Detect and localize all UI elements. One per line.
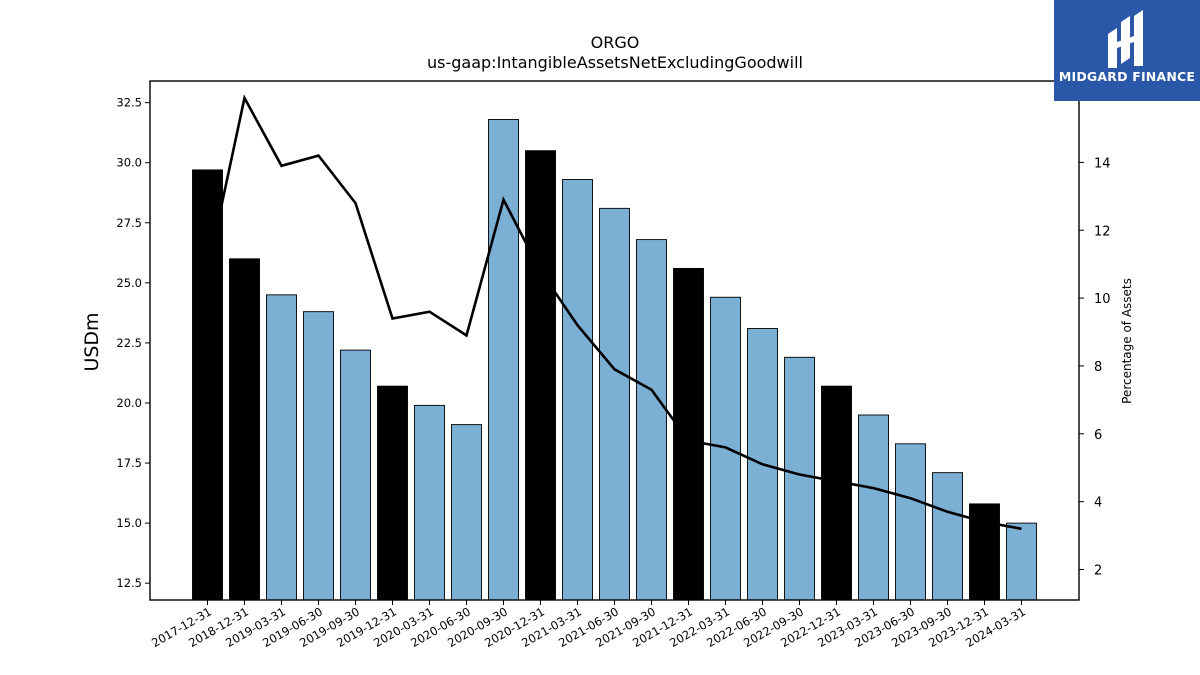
bar-2021-09-30 (636, 239, 667, 601)
y-tick-label: 12.5 (116, 576, 142, 590)
bar-2021-03-31 (562, 179, 593, 601)
y2-tick-label: 8 (1094, 360, 1102, 375)
y2-tick-label: 14 (1094, 156, 1111, 171)
y2-axis-ticks: 2 4 6 8 10 12 14 (1079, 156, 1111, 578)
bar-2023-06-30 (895, 443, 926, 601)
bar-2021-12-31 (673, 267, 704, 601)
midgard-logo-icon (1108, 10, 1143, 68)
bar-2017-12-31 (192, 169, 223, 601)
chart-title: ORGO (591, 33, 640, 52)
y-tick-label: 15.0 (116, 516, 142, 530)
bar-2020-09-30 (488, 118, 519, 601)
y-tick-label: 32.5 (116, 96, 142, 110)
bar-group (192, 118, 1037, 601)
bar-2023-03-31 (858, 414, 889, 601)
bar-2019-09-30 (340, 349, 371, 601)
y-tick-label: 20.0 (116, 396, 142, 410)
y2-axis-label: Percentage of Assets (1120, 278, 1134, 404)
y-tick-label: 30.0 (116, 156, 142, 170)
bar-2019-06-30 (303, 311, 334, 601)
bar-2022-09-30 (784, 356, 815, 601)
y-tick-label: 22.5 (116, 336, 142, 350)
y-tick-label: 27.5 (116, 216, 142, 230)
chart-subtitle: us-gaap:IntangibleAssetsNetExcludingGood… (427, 53, 803, 72)
bar-2021-06-30 (599, 207, 630, 601)
y-axis-ticks: 12.5 15.0 17.5 20.0 22.5 25.0 27.5 30.0 32.5 (116, 96, 150, 590)
bar-2020-06-30 (451, 424, 482, 601)
y-axis-label: USDm (81, 312, 103, 371)
y2-tick-label: 12 (1094, 224, 1111, 239)
y2-tick-label: 6 (1094, 428, 1102, 443)
bar-2022-12-31 (821, 385, 852, 601)
bar-2019-03-31 (266, 294, 297, 601)
bar-2018-12-31 (229, 258, 260, 601)
y2-tick-label: 4 (1094, 496, 1102, 511)
line-group (206, 94, 1022, 531)
bar-2020-03-31 (414, 404, 445, 601)
x-axis-ticks: 2017-12-312018-12-312019-03-312019-06-30… (149, 600, 1028, 650)
bar-2023-09-30 (932, 472, 963, 601)
brand-name: MIDGARD FINANCE (1058, 69, 1196, 84)
y-tick-label: 17.5 (116, 456, 142, 470)
y2-tick-label: 10 (1094, 292, 1111, 307)
y-tick-label: 25.0 (116, 276, 142, 290)
bar-2019-12-31 (377, 385, 408, 601)
brand-logo: MIDGARD FINANCE (1054, 0, 1200, 101)
bar-2024-03-31 (1006, 522, 1037, 601)
bar-2020-12-31 (525, 150, 556, 601)
y2-tick-label: 2 (1094, 563, 1102, 578)
percentage-line (206, 94, 1022, 531)
